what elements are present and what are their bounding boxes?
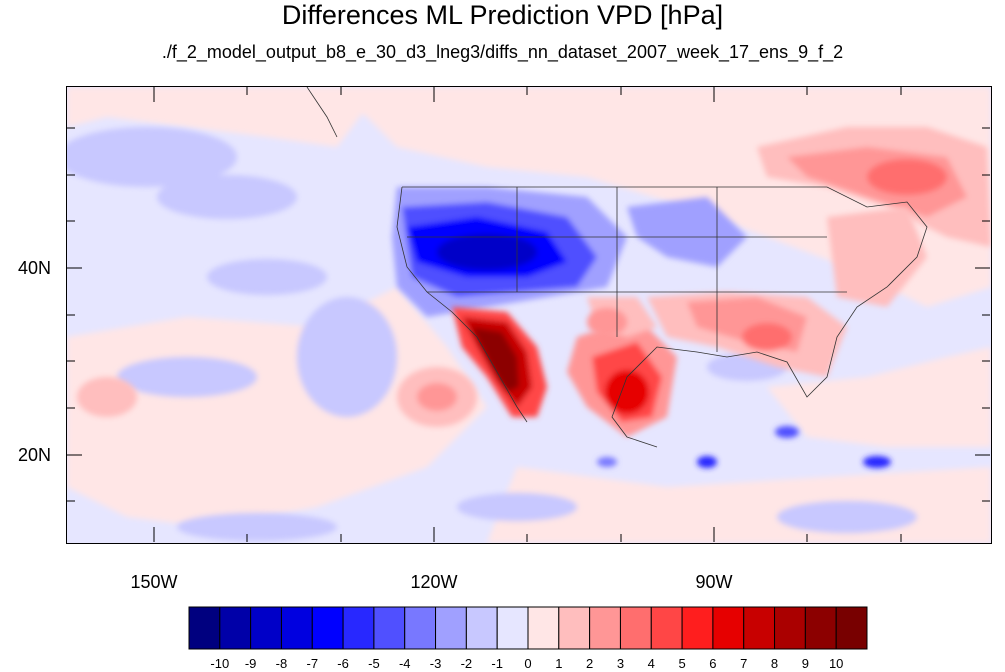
- colorbar-swatch: [250, 606, 282, 650]
- colorbar-tick-label: 5: [678, 656, 686, 671]
- colorbar-tick-label: -9: [244, 656, 257, 671]
- chart-title: Differences ML Prediction VPD [hPa]: [281, 0, 724, 30]
- chart-subtitle: ./f_2_model_output_b8_e_30_d3_lneg3/diff…: [161, 42, 844, 62]
- colorbar-swatch: [342, 606, 375, 650]
- colorbar-swatch: [619, 606, 652, 650]
- colorbar-tick-label: -8: [275, 656, 288, 671]
- colorbar-swatch: [527, 606, 560, 650]
- lat-label-20n: 20N: [18, 445, 52, 465]
- colorbar-tick-label: -2: [460, 656, 473, 671]
- colorbar-tick-label: -5: [368, 656, 380, 671]
- colorbar-swatch: [280, 606, 313, 650]
- colorbar-tick-label: 2: [586, 656, 594, 671]
- colorbar-tick-label: -1: [491, 656, 503, 671]
- colorbar-swatch: [188, 606, 221, 650]
- lat-label-40n: 40N: [18, 258, 52, 278]
- colorbar-tick-label: 4: [647, 656, 655, 671]
- colorbar-swatch: [804, 606, 837, 650]
- colorbar-tick-label: 9: [801, 656, 809, 671]
- colorbar-tick-label: -4: [398, 656, 411, 671]
- map-field: [67, 87, 991, 543]
- colorbar-tick-label: -7: [306, 656, 319, 671]
- map-panel: [67, 87, 991, 543]
- colorbar-swatch: [712, 606, 745, 650]
- colorbar-swatch: [373, 606, 406, 650]
- colorbar-tick-label: 10: [828, 656, 844, 671]
- lon-label-120w: 120W: [410, 572, 458, 592]
- colorbar-swatch: [311, 606, 344, 650]
- colorbar-swatch: [681, 606, 714, 650]
- colorbar-swatch: [650, 606, 683, 650]
- colorbar-swatch: [774, 606, 806, 650]
- colorbar: [188, 606, 868, 650]
- colorbar-swatch: [589, 606, 621, 650]
- colorbar-tick-label: -6: [337, 656, 349, 671]
- colorbar-swatch: [496, 606, 529, 650]
- colorbar-tick-label: 7: [740, 656, 748, 671]
- colorbar-tick-label: 8: [770, 656, 779, 671]
- colorbar-tick-label: 1: [555, 656, 563, 671]
- colorbar-swatch: [435, 606, 467, 650]
- lon-label-90w: 90W: [695, 572, 733, 592]
- colorbar-swatch: [465, 606, 498, 650]
- colorbar-tick-label: 0: [524, 656, 532, 671]
- colorbar-swatch: [219, 606, 252, 650]
- colorbar-tick-label: -3: [429, 656, 442, 671]
- colorbar-tick-label: -10: [210, 656, 230, 671]
- colorbar-swatch: [404, 606, 437, 650]
- colorbar-swatch: [835, 606, 868, 650]
- colorbar-tick-label: 3: [616, 656, 625, 671]
- colorbar-swatch: [558, 606, 591, 650]
- colorbar-swatch: [743, 606, 776, 650]
- colorbar-tick-label: 6: [709, 656, 717, 671]
- lon-label-150w: 150W: [130, 572, 178, 592]
